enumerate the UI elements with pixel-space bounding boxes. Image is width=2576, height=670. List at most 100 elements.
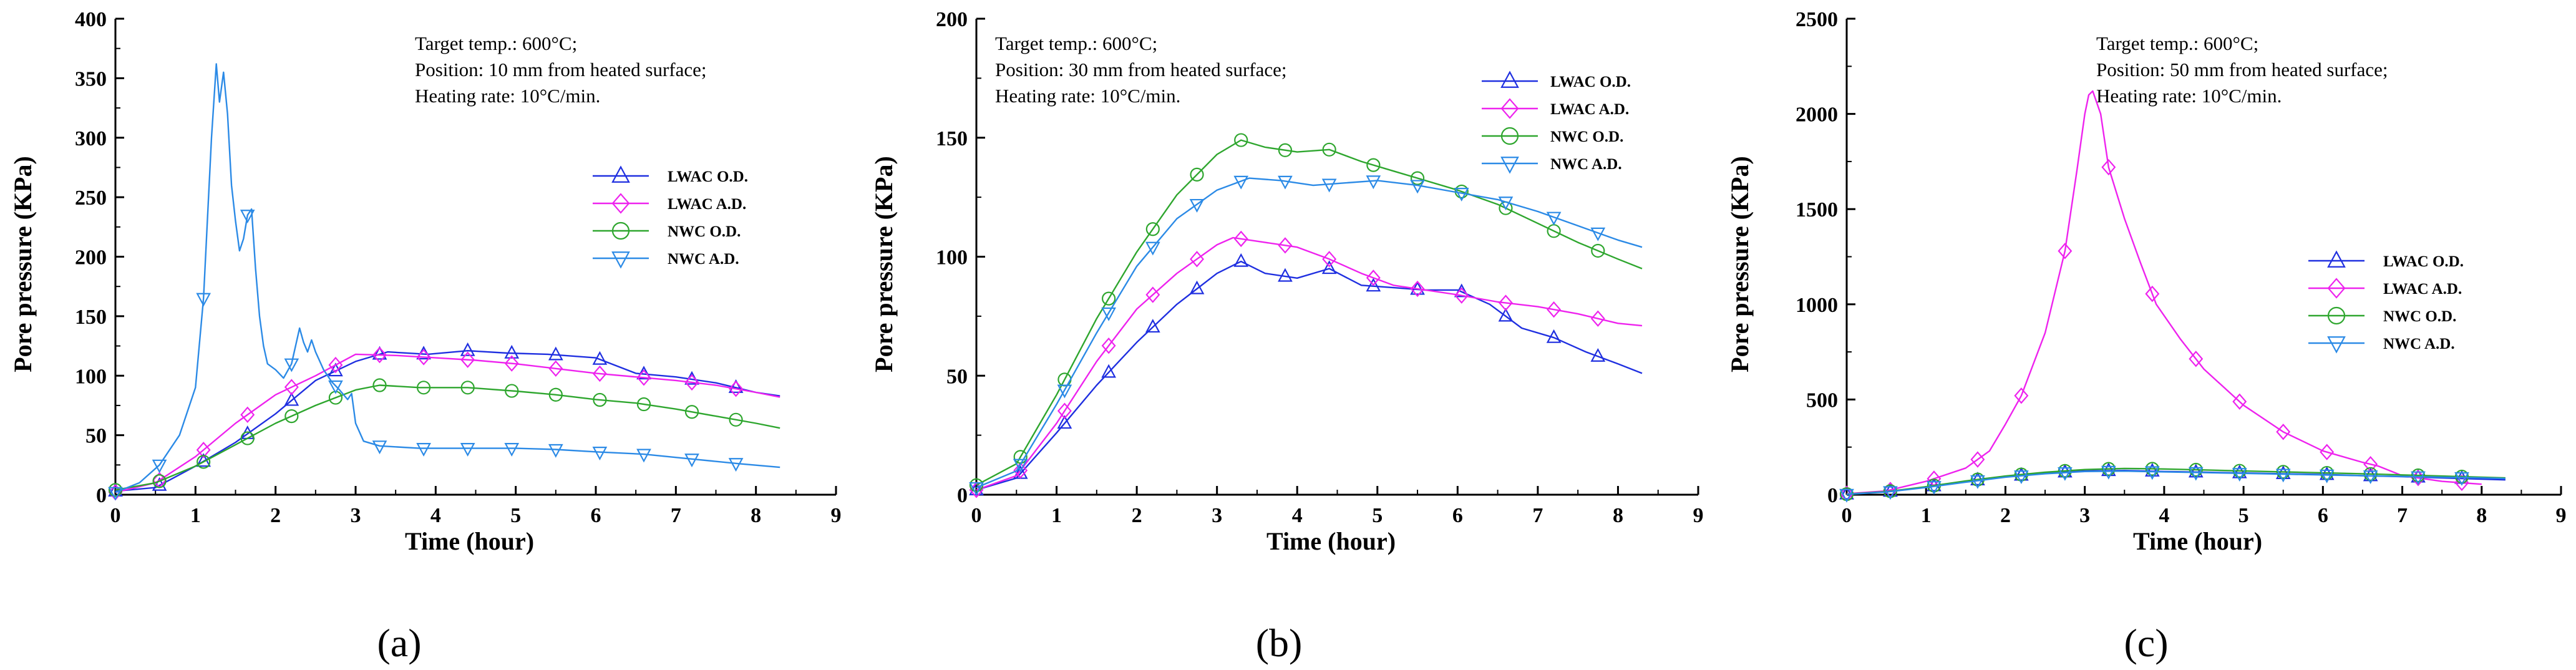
x-tick-label: 4 xyxy=(2159,504,2169,527)
data-point xyxy=(2411,471,2426,485)
x-tick-label: 4 xyxy=(1292,504,1303,527)
data-point xyxy=(592,447,608,460)
legend-marker xyxy=(611,165,630,183)
data-point xyxy=(1590,347,1606,362)
data-point xyxy=(1145,319,1160,333)
x-tick-label: 3 xyxy=(2079,504,2090,527)
panel-label: (b) xyxy=(1256,621,1303,665)
data-point xyxy=(1278,237,1293,254)
series-line xyxy=(1846,467,2506,495)
legend-marker xyxy=(611,221,630,240)
x-tick-label: 7 xyxy=(2397,504,2408,527)
series-nwc-a-d xyxy=(1839,465,2506,503)
series-nwc-o-d xyxy=(1839,462,2506,502)
annotation-line: Heating rate: 10°C/min. xyxy=(2096,85,2282,107)
data-point xyxy=(2058,243,2073,260)
data-point xyxy=(1410,180,1425,194)
chart-panel-3: 0 1 2 3 4 5 6 7 8 9 0 500 1000 1500 2000 2500 Time (hour… xyxy=(1726,8,2567,665)
legend-label: LWAC O.D. xyxy=(1550,74,1631,90)
x-tick-label: 5 xyxy=(2238,504,2249,527)
legend-label: LWAC O.D. xyxy=(2383,253,2464,270)
y-tick-label: 50 xyxy=(946,365,968,388)
data-point xyxy=(2188,467,2204,481)
y-tick-label: 0 xyxy=(957,484,968,507)
data-point xyxy=(1145,222,1160,236)
data-point xyxy=(1454,283,1469,298)
data-point xyxy=(2101,465,2116,480)
chart-panel-2: 0 1 2 3 4 5 6 7 8 9 0 50 100 150 200 Time (hour) Pore pr… xyxy=(870,8,1704,665)
data-point xyxy=(2276,424,2291,440)
data-point xyxy=(1546,329,1562,343)
data-point xyxy=(2276,465,2290,479)
data-point xyxy=(1454,188,1469,201)
x-tick-label: 0 xyxy=(110,504,121,527)
data-point xyxy=(2101,462,2116,476)
y-tick-label: 1500 xyxy=(1796,198,1838,221)
legend-label: NWC O.D. xyxy=(2383,308,2456,325)
panel-label: (c) xyxy=(2124,621,2168,665)
data-point xyxy=(1145,241,1160,256)
data-point xyxy=(2058,464,2072,478)
data-point xyxy=(1189,280,1205,294)
data-point xyxy=(2232,464,2247,478)
x-tick-label: 1 xyxy=(190,504,201,527)
legend: LWAC O.D. LWAC A.D. NWC O.D. NWC A.D. xyxy=(593,165,748,269)
data-point xyxy=(372,440,387,455)
x-axis-label: Time (hour) xyxy=(1266,527,1396,555)
series-line xyxy=(976,260,1643,491)
data-point xyxy=(2320,444,2335,460)
data-point xyxy=(1970,475,1985,489)
data-point xyxy=(284,409,299,424)
annotation-line: Target temp.: 600°C; xyxy=(415,32,577,54)
data-point xyxy=(2144,462,2160,477)
y-tick-label: 350 xyxy=(75,67,107,90)
data-point xyxy=(1102,291,1116,306)
legend-marker xyxy=(2327,306,2346,325)
x-tick-label: 2 xyxy=(270,504,281,527)
legend: LWAC O.D. LWAC A.D. NWC O.D. NWC A.D. xyxy=(2308,250,2464,354)
data-point xyxy=(1234,133,1248,147)
data-point xyxy=(2319,469,2335,483)
series-line xyxy=(976,139,1643,486)
data-point xyxy=(2363,470,2378,485)
x-axis-label: Time (hour) xyxy=(405,527,534,555)
series-line xyxy=(1846,90,2482,495)
y-tick-label: 100 xyxy=(75,365,107,388)
x-tick-label: 1 xyxy=(1051,504,1062,527)
data-point xyxy=(1970,451,1985,468)
series-line xyxy=(115,350,780,492)
x-tick-label: 7 xyxy=(671,504,681,527)
data-point xyxy=(2275,469,2291,483)
data-point xyxy=(1410,280,1425,298)
data-point xyxy=(2014,387,2029,404)
data-point xyxy=(504,443,520,457)
series-nwc-a-d xyxy=(969,175,1643,496)
legend-label: NWC A.D. xyxy=(668,251,739,268)
data-point xyxy=(1322,251,1337,268)
series-line xyxy=(115,353,780,493)
data-point xyxy=(372,378,387,392)
data-point xyxy=(1321,260,1337,274)
data-point xyxy=(1278,175,1293,190)
data-point xyxy=(593,392,607,407)
annotation-line: Heating rate: 10°C/min. xyxy=(995,85,1180,107)
data-point xyxy=(196,293,211,307)
x-tick-label: 0 xyxy=(971,504,982,527)
annotation-line: Heating rate: 10°C/min. xyxy=(415,85,600,107)
data-point xyxy=(152,474,167,488)
x-tick-label: 3 xyxy=(351,504,361,527)
x-tick-label: 7 xyxy=(1532,504,1543,527)
data-point xyxy=(2014,470,2029,485)
legend-label: NWC A.D. xyxy=(1550,156,1622,173)
data-point xyxy=(1013,462,1028,479)
series-nwc-o-d xyxy=(108,378,780,497)
data-point xyxy=(240,210,255,224)
x-tick-label: 4 xyxy=(430,504,441,527)
y-tick-label: 300 xyxy=(75,127,107,150)
data-point xyxy=(969,482,984,496)
annotation-line: Position: 50 mm from heated surface; xyxy=(2096,59,2388,80)
y-tick-label: 2500 xyxy=(1796,8,1838,31)
y-tick-label: 500 xyxy=(1806,389,1838,412)
legend-label: NWC A.D. xyxy=(2383,336,2455,352)
x-tick-label: 5 xyxy=(1372,504,1383,527)
